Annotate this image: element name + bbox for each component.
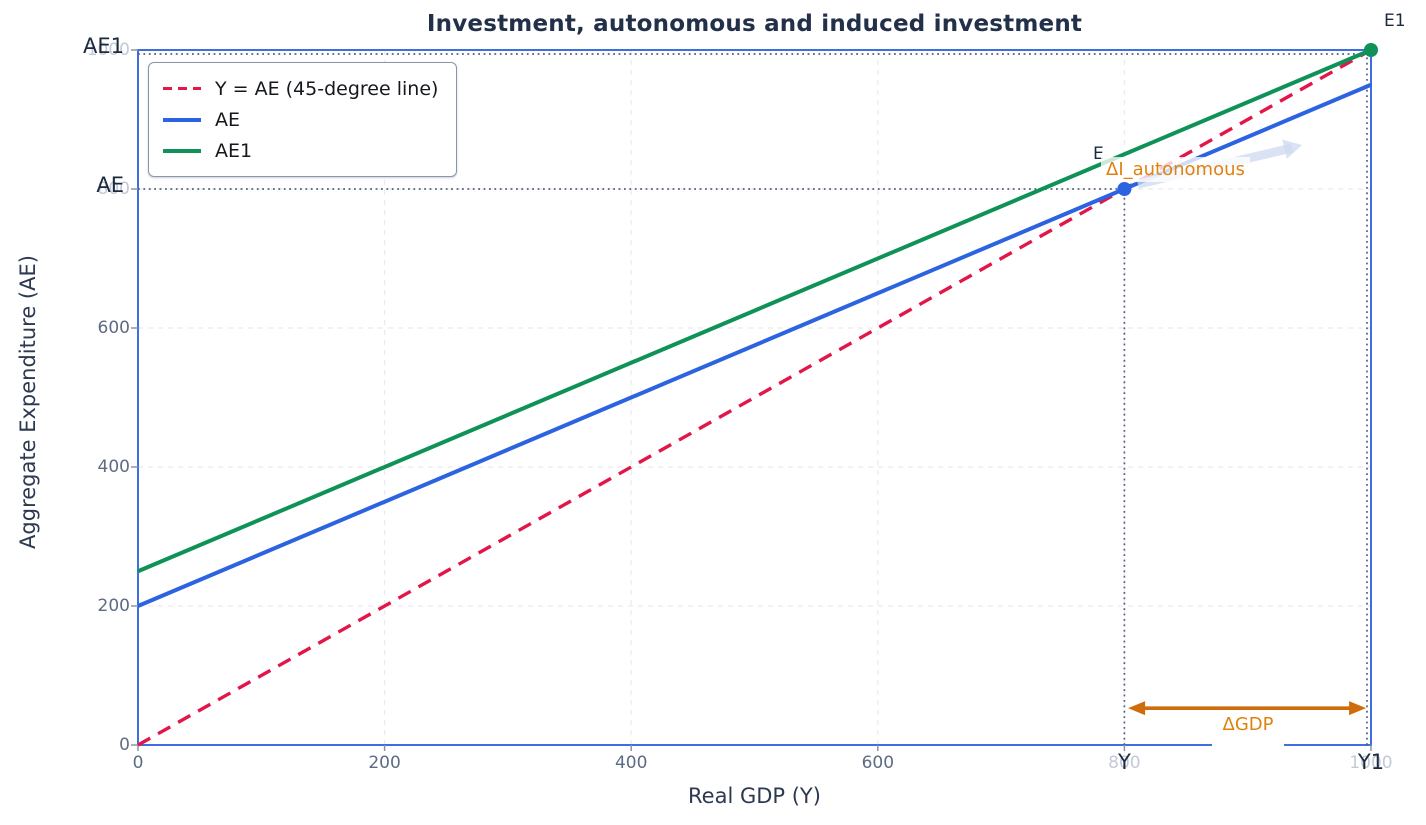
y-tick-label: 400 bbox=[97, 457, 130, 477]
x-tick-label: 600 bbox=[861, 753, 895, 773]
legend: Y = AE (45-degree line) AE AE1 bbox=[148, 62, 458, 177]
legend-entry-45-degree-line: Y = AE (45-degree line) bbox=[163, 73, 438, 104]
legend-swatch-ae-line-icon bbox=[163, 117, 201, 122]
x-tick-label: Y 800 bbox=[1108, 750, 1141, 774]
y-tick-label: 600 bbox=[97, 318, 130, 338]
point-label-e: E bbox=[1093, 144, 1104, 164]
legend-entry-ae1: AE1 bbox=[163, 135, 438, 166]
x-tick-label: 200 bbox=[368, 753, 401, 773]
y-axis-label: Aggregate Expenditure (AE) bbox=[16, 255, 40, 549]
y-tick-label: 200 bbox=[97, 596, 130, 616]
x-tick-label: 400 bbox=[614, 753, 648, 773]
legend-entry-ae: AE bbox=[163, 104, 438, 135]
x-axis-label: Real GDP (Y) bbox=[688, 784, 821, 808]
legend-swatch-ae1-line-icon bbox=[163, 148, 201, 153]
y-tick-label: AE 800 bbox=[96, 173, 130, 199]
point-label-e1: E1 bbox=[1384, 11, 1406, 31]
y-tick-label: 0 bbox=[119, 735, 130, 755]
legend-swatch-dashed-line-icon bbox=[163, 86, 201, 91]
legend-label: AE1 bbox=[215, 139, 253, 162]
chart-title: Investment, autonomous and induced inves… bbox=[426, 11, 1083, 37]
legend-label: AE bbox=[215, 108, 241, 131]
delta-gdp-annotation: ΔGDP bbox=[1222, 714, 1274, 735]
x-tick-label: 0 bbox=[132, 753, 144, 773]
y-tick-label: AE1 1000 bbox=[83, 34, 130, 60]
legend-label: Y = AE (45-degree line) bbox=[215, 77, 439, 100]
delta-i-autonomous-annotation: ΔI_autonomous bbox=[1101, 157, 1250, 182]
x-tick-label: Y1 1000 bbox=[1349, 750, 1393, 774]
